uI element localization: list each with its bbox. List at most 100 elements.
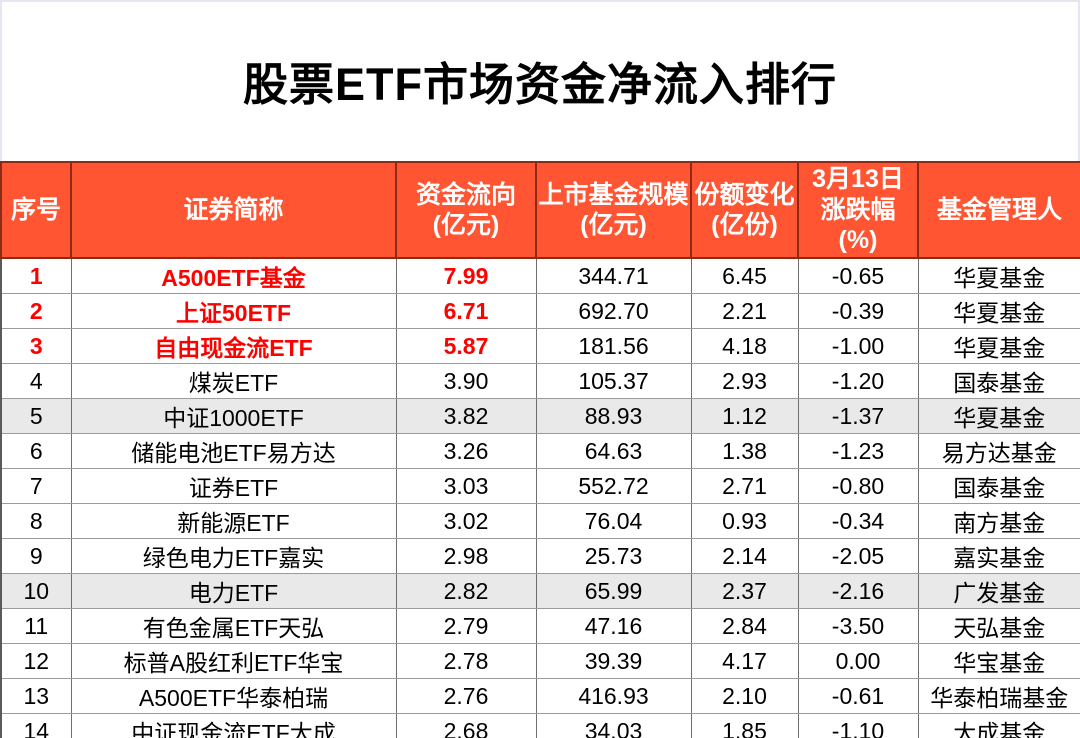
cell-name: 中证1000ETF (70, 398, 397, 434)
header-line: 上市基金规模 (538, 180, 689, 209)
cell-pct_change: -0.65 (797, 257, 919, 294)
cell-rank: 3 (0, 328, 72, 364)
cell-rank: 1 (0, 257, 72, 294)
cell-size: 88.93 (535, 398, 692, 434)
cell-flow: 2.98 (395, 538, 537, 574)
table-row: 5 中证1000ETF 3.82 88.93 1.12 -1.37 华夏基金 (0, 398, 1080, 434)
cell-share_change: 2.84 (690, 608, 799, 644)
table-row: 10 电力ETF 2.82 65.99 2.37 -2.16 广发基金 (0, 573, 1080, 609)
cell-share_change: 4.18 (690, 328, 799, 364)
table-header-row: 序号 证券简称 资金流向 (亿元) 上市基金规模 (亿元) 份额变化 (亿份) 3月13日 涨跌幅… (0, 161, 1080, 259)
cell-size: 25.73 (535, 538, 692, 574)
cell-pct_change: -1.10 (797, 713, 919, 738)
cell-flow: 2.68 (395, 713, 537, 738)
cell-share_change: 2.10 (690, 678, 799, 714)
cell-rank: 14 (0, 713, 72, 738)
cell-manager: 天弘基金 (917, 608, 1080, 644)
cell-pct_change: -1.00 (797, 328, 919, 364)
cell-name: 电力ETF (70, 573, 397, 609)
cell-flow: 3.90 (395, 363, 537, 399)
cell-manager: 广发基金 (917, 573, 1080, 609)
cell-flow: 2.82 (395, 573, 537, 609)
header-line: 证券简称 (183, 195, 284, 224)
header-line: 涨跌幅 (820, 195, 896, 224)
cell-flow: 5.87 (395, 328, 537, 364)
cell-share_change: 4.17 (690, 643, 799, 679)
cell-manager: 易方达基金 (917, 433, 1080, 469)
cell-rank: 4 (0, 363, 72, 399)
cell-manager: 嘉实基金 (917, 538, 1080, 574)
cell-rank: 6 (0, 433, 72, 469)
cell-size: 416.93 (535, 678, 692, 714)
cell-pct_change: -0.34 (797, 503, 919, 539)
col-header-size: 上市基金规模 (亿元) (535, 161, 692, 259)
cell-share_change: 2.71 (690, 468, 799, 504)
cell-share_change: 2.21 (690, 293, 799, 329)
header-line: 基金管理人 (936, 195, 1062, 224)
table-row: 8 新能源ETF 3.02 76.04 0.93 -0.34 南方基金 (0, 503, 1080, 539)
cell-pct_change: -2.16 (797, 573, 919, 609)
table-row: 2 上证50ETF 6.71 692.70 2.21 -0.39 华夏基金 (0, 293, 1080, 329)
cell-rank: 9 (0, 538, 72, 574)
cell-flow: 3.03 (395, 468, 537, 504)
cell-manager: 大成基金 (917, 713, 1080, 738)
table-row: 13 A500ETF华泰柏瑞 2.76 416.93 2.10 -0.61 华泰柏瑞基金 (0, 678, 1080, 714)
table-row: 3 自由现金流ETF 5.87 181.56 4.18 -1.00 华夏基金 (0, 328, 1080, 364)
cell-manager: 华夏基金 (917, 293, 1080, 329)
page-title: 股票ETF市场资金净流入排行 (243, 59, 837, 110)
cell-size: 39.39 (535, 643, 692, 679)
cell-size: 552.72 (535, 468, 692, 504)
header-line: 3月13日 (812, 165, 904, 194)
cell-name: 证券ETF (70, 468, 397, 504)
cell-share_change: 0.93 (690, 503, 799, 539)
cell-pct_change: -1.20 (797, 363, 919, 399)
cell-share_change: 2.14 (690, 538, 799, 574)
col-header-pct_change: 3月13日 涨跌幅 (%) (797, 161, 919, 259)
cell-name: 上证50ETF (70, 293, 397, 329)
cell-name: A500ETF基金 (70, 257, 397, 294)
etf-net-inflow-table: 序号 证券简称 资金流向 (亿元) 上市基金规模 (亿元) 份额变化 (亿份) 3月13日 涨跌幅… (0, 161, 1080, 738)
cell-size: 692.70 (535, 293, 692, 329)
col-header-rank: 序号 (0, 161, 72, 259)
cell-manager: 华夏基金 (917, 328, 1080, 364)
cell-rank: 13 (0, 678, 72, 714)
table-row: 7 证券ETF 3.03 552.72 2.71 -0.80 国泰基金 (0, 468, 1080, 504)
cell-pct_change: -1.37 (797, 398, 919, 434)
header-line: 序号 (10, 195, 61, 224)
cell-name: 自由现金流ETF (70, 328, 397, 364)
cell-pct_change: -0.39 (797, 293, 919, 329)
header-line: (亿份) (711, 211, 778, 239)
cell-pct_change: 0.00 (797, 643, 919, 679)
cell-size: 181.56 (535, 328, 692, 364)
cell-pct_change: -1.23 (797, 433, 919, 469)
table-row: 1 A500ETF基金 7.99 344.71 6.45 -0.65 华夏基金 (0, 257, 1080, 294)
cell-rank: 7 (0, 468, 72, 504)
cell-size: 105.37 (535, 363, 692, 399)
header-line: 资金流向 (415, 180, 516, 209)
col-header-share_change: 份额变化 (亿份) (690, 161, 799, 259)
cell-flow: 3.26 (395, 433, 537, 469)
cell-size: 65.99 (535, 573, 692, 609)
cell-name: 中证现金流ETF大成 (70, 713, 397, 738)
cell-name: 标普A股红利ETF华宝 (70, 643, 397, 679)
cell-rank: 8 (0, 503, 72, 539)
cell-pct_change: -3.50 (797, 608, 919, 644)
cell-manager: 国泰基金 (917, 363, 1080, 399)
cell-share_change: 2.93 (690, 363, 799, 399)
header-line: (亿元) (580, 211, 647, 239)
header-line: (%) (838, 226, 878, 255)
cell-size: 34.03 (535, 713, 692, 738)
cell-share_change: 2.37 (690, 573, 799, 609)
cell-name: 绿色电力ETF嘉实 (70, 538, 397, 574)
table-row: 4 煤炭ETF 3.90 105.37 2.93 -1.20 国泰基金 (0, 363, 1080, 399)
cell-size: 64.63 (535, 433, 692, 469)
title-bar: 股票ETF市场资金净流入排行 (0, 0, 1080, 161)
cell-rank: 5 (0, 398, 72, 434)
cell-flow: 2.76 (395, 678, 537, 714)
cell-share_change: 1.38 (690, 433, 799, 469)
cell-name: 储能电池ETF易方达 (70, 433, 397, 469)
col-header-flow: 资金流向 (亿元) (395, 161, 537, 259)
cell-rank: 2 (0, 293, 72, 329)
cell-manager: 华泰柏瑞基金 (917, 678, 1080, 714)
